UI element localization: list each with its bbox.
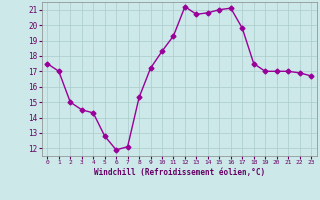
- X-axis label: Windchill (Refroidissement éolien,°C): Windchill (Refroidissement éolien,°C): [94, 168, 265, 177]
